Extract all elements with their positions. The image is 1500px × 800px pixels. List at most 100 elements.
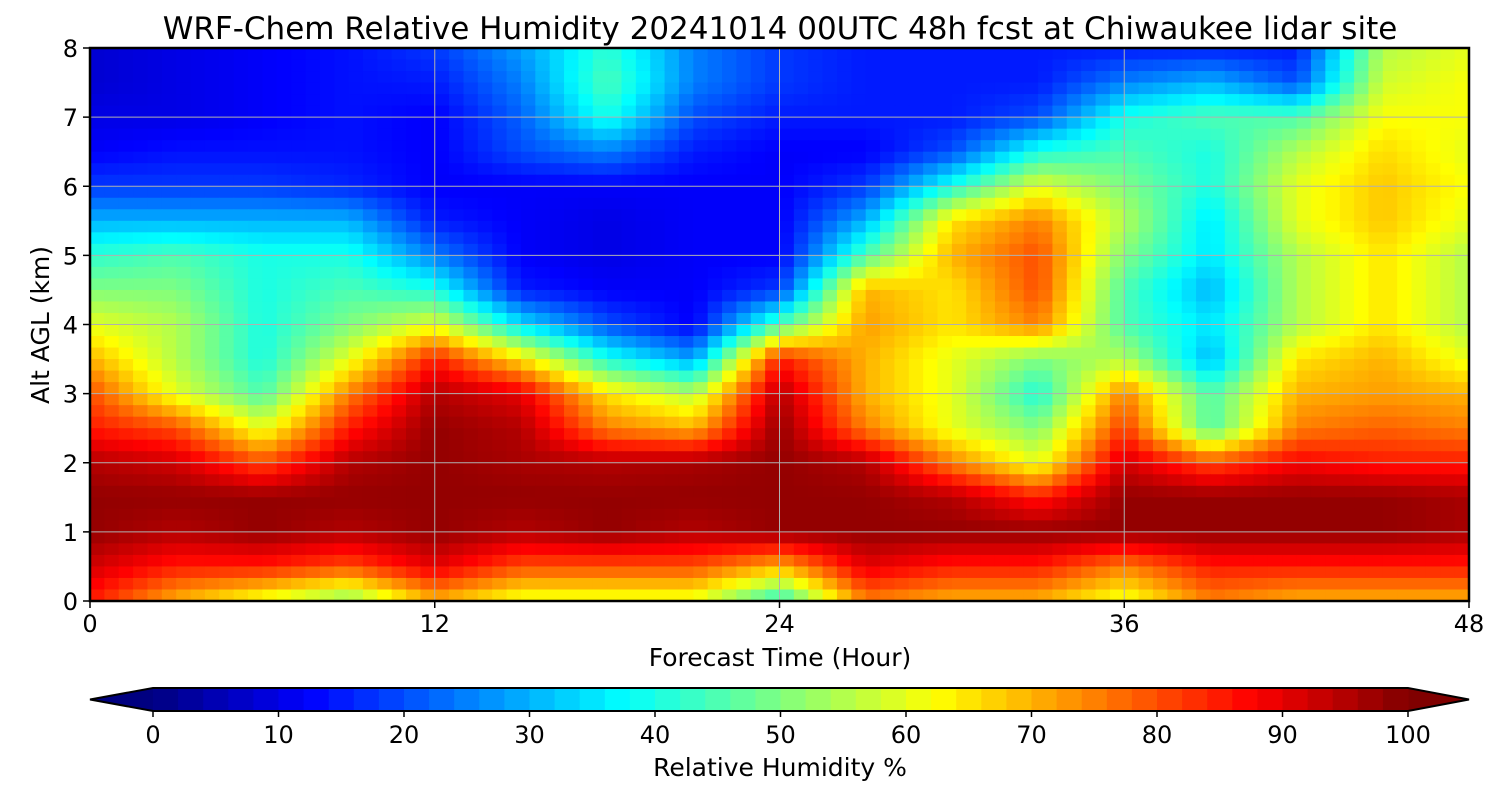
heatmap-cell [736,209,752,222]
heatmap-cell [549,359,565,372]
heatmap-cell [104,105,120,118]
heatmap-cell [994,566,1010,579]
heatmap-cell [1368,589,1384,601]
heatmap-cell [219,59,235,72]
heatmap-cell [1253,347,1269,360]
heatmap-cell [1296,220,1312,233]
heatmap-cell [951,497,967,510]
heatmap-cell [1181,405,1197,418]
heatmap-cell [1282,589,1298,601]
heatmap-cell [233,220,249,233]
heatmap-cell [233,71,249,84]
heatmap-cell [1368,140,1384,153]
heatmap-cell [836,232,852,245]
heatmap-cell [118,566,134,579]
heatmap-cell [319,186,335,199]
heatmap-cell [1210,393,1226,406]
heatmap-cell [1282,462,1298,475]
heatmap-cell [607,543,623,556]
heatmap-cell [980,347,996,360]
heatmap-cell [420,554,436,568]
heatmap-cell [1095,105,1111,118]
heatmap-cell [765,255,781,268]
heatmap-cell [994,393,1010,406]
heatmap-cell [1009,255,1025,268]
heatmap-cell [377,220,393,233]
heatmap-cell [1382,508,1398,521]
heatmap-cell [621,554,637,568]
heatmap-cell [406,186,421,199]
heatmap-cell [1239,140,1255,153]
heatmap-cell [1339,485,1355,498]
heatmap-cell [377,59,393,72]
colorbar-segment [529,688,556,711]
heatmap-cell [578,151,594,164]
heatmap-cell [1368,266,1384,280]
heatmap-cell [592,566,608,579]
heatmap-cell [449,451,465,464]
heatmap-cell [118,151,134,164]
heatmap-cell [161,174,177,187]
heatmap-cell [348,151,364,164]
heatmap-cell [147,232,163,245]
heatmap-cell [1239,359,1255,372]
heatmap-cell [219,209,235,222]
heatmap-cell [966,209,982,222]
heatmap-cell [736,117,752,130]
heatmap-cell [1425,94,1441,107]
heatmap-cell [750,243,766,256]
heatmap-cell [1109,140,1125,153]
heatmap-cell [434,197,450,210]
heatmap-cell [233,209,249,222]
heatmap-cell [492,48,508,61]
heatmap-cell [520,485,536,498]
heatmap-cell [276,451,292,464]
heatmap-cell [1138,554,1154,568]
heatmap-cell [420,405,436,418]
heatmap-cell [937,566,953,579]
heatmap-cell [808,324,824,337]
heatmap-cell [779,82,795,95]
heatmap-cell [908,186,924,199]
heatmap-cell [1224,336,1240,349]
heatmap-cell [808,485,824,498]
heatmap-cell [1267,82,1283,95]
heatmap-cell [520,324,536,337]
heatmap-cell [908,71,924,84]
heatmap-cell [1253,451,1269,464]
heatmap-cell [994,451,1010,464]
heatmap-cell [1368,336,1384,349]
heatmap-cell [722,462,737,475]
heatmap-cell [219,174,235,187]
heatmap-cell [750,508,766,521]
heatmap-cell [248,347,263,360]
heatmap-cell [477,370,493,383]
heatmap-cell [305,289,321,303]
heatmap-cell [477,531,493,544]
heatmap-cell [678,474,694,487]
heatmap-cell [492,405,508,418]
heatmap-cell [908,220,924,233]
heatmap-cell [1282,117,1298,130]
heatmap-cell [851,531,867,544]
heatmap-cell [578,232,594,245]
heatmap-cell [248,197,263,210]
heatmap-cell [836,439,852,452]
heatmap-cell [1052,589,1068,601]
heatmap-cell [1109,370,1125,383]
heatmap-cell [248,94,263,107]
heatmap-cell [406,151,421,164]
heatmap-cell [564,312,579,326]
heatmap-cell [1325,59,1341,72]
heatmap-cell [377,105,393,118]
heatmap-cell [966,163,982,176]
heatmap-cell [1038,82,1054,95]
heatmap-cell [133,243,149,256]
heatmap-cell [377,359,393,372]
heatmap-cell [118,577,134,591]
heatmap-cell [664,243,680,256]
heatmap-cell [535,209,551,222]
heatmap-cell [592,336,608,349]
heatmap-cell [420,312,436,326]
heatmap-cell [1310,359,1326,372]
